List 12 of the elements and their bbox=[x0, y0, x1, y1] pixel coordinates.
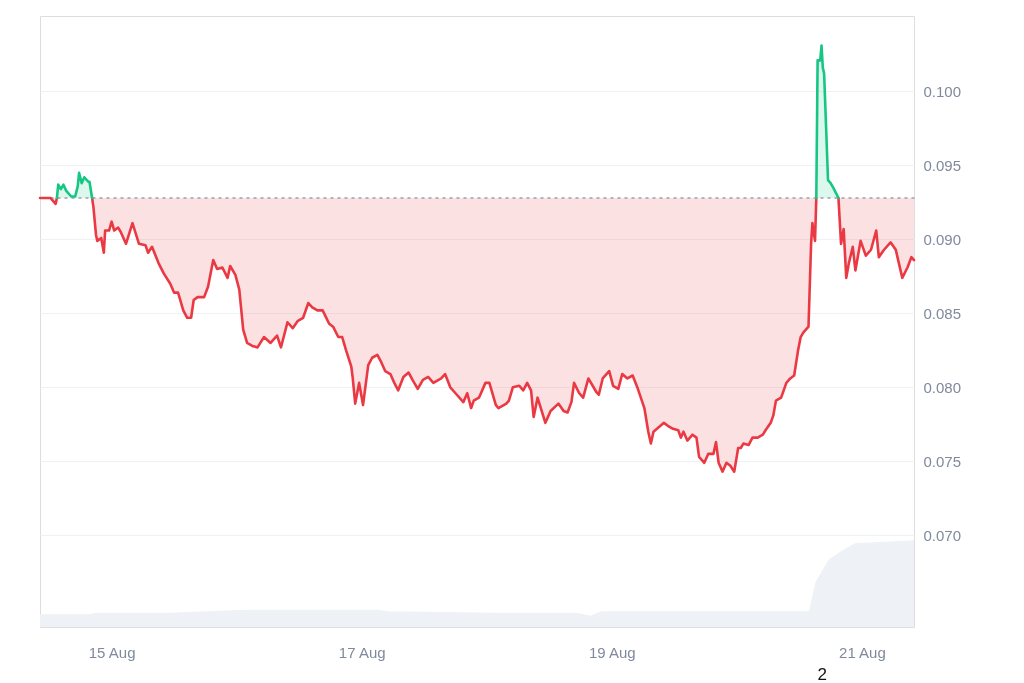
x-tick-label: 17 Aug bbox=[338, 643, 386, 661]
y-tick-label: 0.090 bbox=[923, 230, 962, 248]
y-tick-label: 0.100 bbox=[923, 82, 962, 100]
y-tick-label: 0.085 bbox=[923, 304, 962, 322]
y-tick-label: 0.080 bbox=[923, 378, 962, 396]
x-tick-label: 19 Aug bbox=[588, 643, 636, 661]
y-tick-label: 0.095 bbox=[923, 156, 962, 174]
y-tick-label: 0.070 bbox=[923, 526, 962, 544]
text: 2 bbox=[817, 665, 827, 683]
x-tick-label: 15 Aug bbox=[88, 643, 136, 661]
x-tick-label: 21 Aug bbox=[839, 643, 886, 661]
y-tick-label: 0.075 bbox=[923, 452, 962, 470]
